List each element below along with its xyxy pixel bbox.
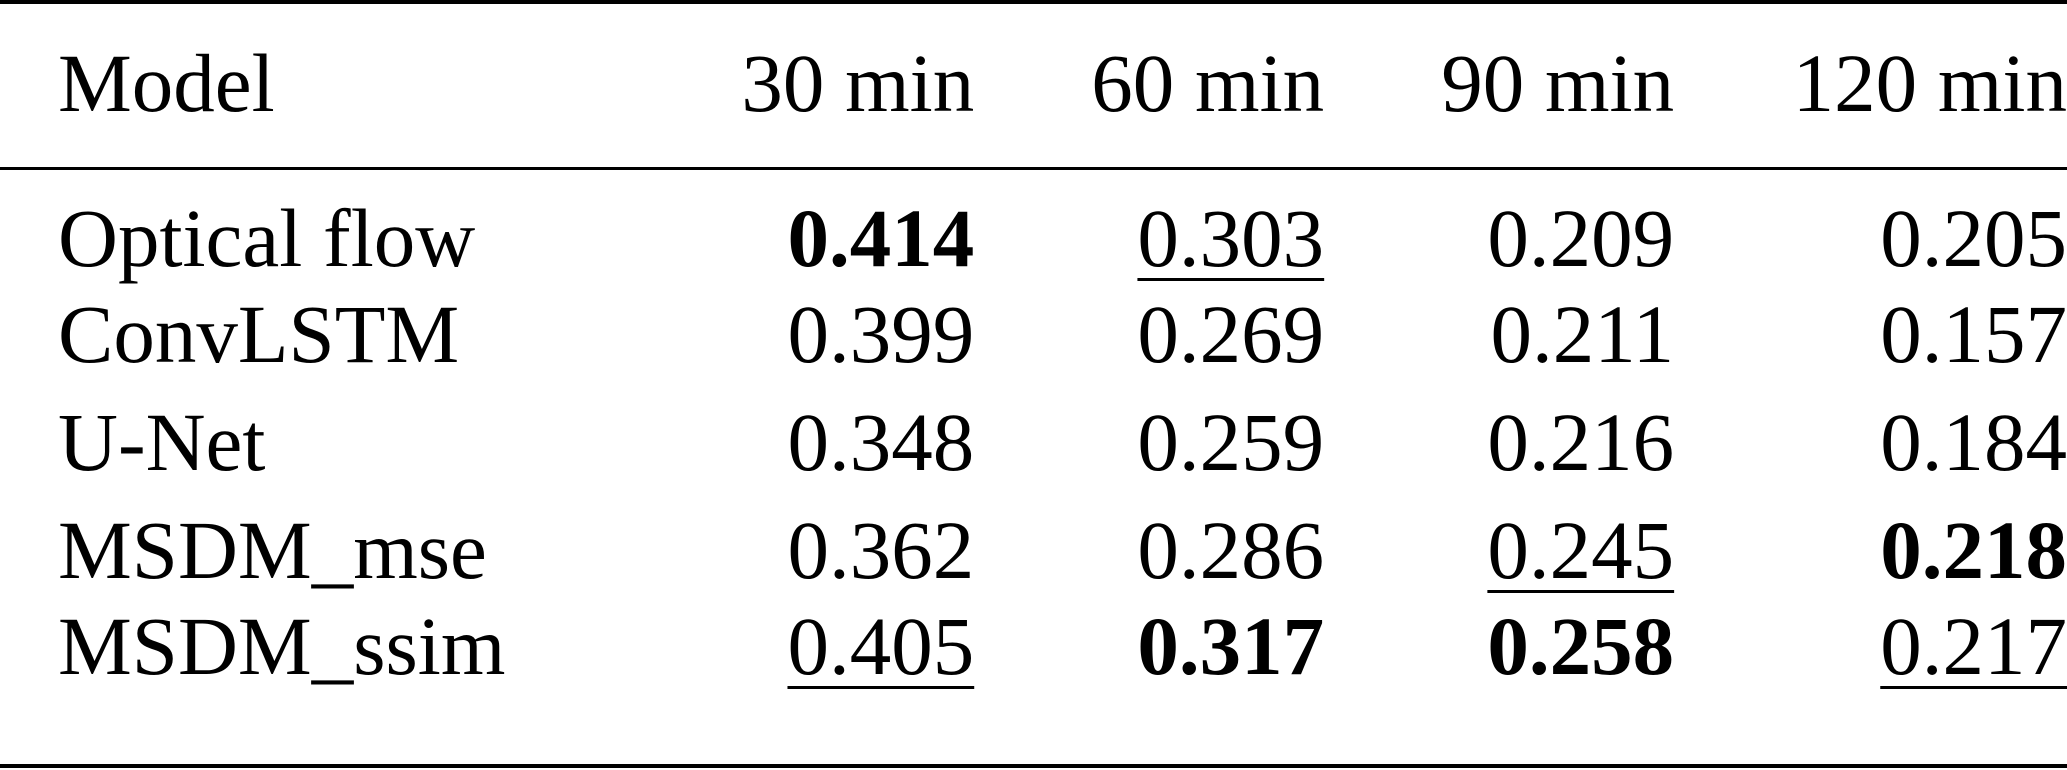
column-header-90-min: 90 min	[1441, 37, 1675, 129]
header-row: Model 30 min 60 min 90 min 120 min	[58, 0, 2067, 167]
table-row: MSDM_ssim 0.405 0.317 0.258 0.217	[58, 604, 2067, 712]
score-cell: 0.157	[1880, 287, 2067, 380]
score-cell: 0.205	[1880, 192, 2067, 284]
table-row: Optical flow 0.414 0.303 0.209 0.205	[58, 167, 2067, 280]
column-header-120-min: 120 min	[1792, 37, 2067, 129]
score-cell: 0.218	[1880, 503, 2067, 596]
score-cell: 0.286	[1137, 503, 1325, 596]
score-cell: 0.217	[1880, 599, 2067, 692]
score-cell: 0.211	[1490, 287, 1675, 380]
column-header-60-min: 60 min	[1091, 37, 1325, 129]
score-cell: 0.303	[1137, 192, 1325, 284]
score-cell: 0.362	[787, 503, 975, 596]
score-cell: 0.209	[1487, 192, 1675, 284]
column-header-30-min: 30 min	[741, 37, 975, 129]
model-name: ConvLSTM	[58, 287, 460, 380]
model-name: Optical flow	[58, 192, 476, 284]
score-cell: 0.348	[787, 395, 975, 488]
bottom-rule	[0, 764, 2067, 768]
score-cell: 0.405	[787, 599, 975, 692]
score-cell: 0.399	[787, 287, 975, 380]
top-rule	[0, 0, 2067, 4]
model-name: U-Net	[58, 395, 266, 488]
score-cell: 0.269	[1137, 287, 1325, 380]
table-row: ConvLSTM 0.399 0.269 0.211 0.157	[58, 280, 2067, 388]
column-header-model: Model	[58, 37, 275, 129]
results-table: Model 30 min 60 min 90 min 120 min Optic…	[58, 0, 2067, 712]
score-cell: 0.184	[1880, 395, 2067, 488]
score-cell: 0.317	[1137, 599, 1325, 692]
model-name: MSDM_ssim	[58, 599, 506, 692]
score-cell: 0.414	[787, 192, 975, 284]
model-name: MSDM_mse	[58, 503, 487, 596]
score-cell: 0.245	[1487, 503, 1675, 596]
score-cell: 0.216	[1487, 395, 1675, 488]
table-row: U-Net 0.348 0.259 0.216 0.184	[58, 388, 2067, 496]
header-rule	[0, 167, 2067, 170]
score-cell: 0.258	[1487, 599, 1675, 692]
score-cell: 0.259	[1137, 395, 1325, 488]
table-row: MSDM_mse 0.362 0.286 0.245 0.218	[58, 496, 2067, 604]
